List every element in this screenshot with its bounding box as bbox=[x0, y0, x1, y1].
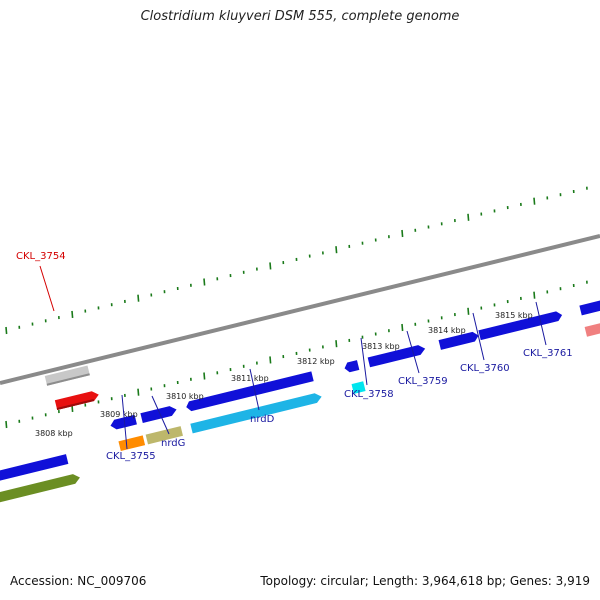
tick-mark bbox=[467, 213, 470, 221]
tick-mark bbox=[269, 262, 272, 270]
gene-label-CKL_3761[interactable]: CKL_3761 bbox=[523, 348, 573, 359]
label-leaders bbox=[39, 265, 547, 450]
feature-red[interactable] bbox=[54, 390, 100, 410]
gene-label-nrdD[interactable]: nrdD bbox=[250, 414, 275, 425]
upper-tick-track bbox=[5, 186, 588, 335]
map-title: Clostridium kluyveri DSM 555, complete g… bbox=[140, 9, 460, 24]
kbp-label: 3809 kbp bbox=[100, 410, 138, 419]
feature-sky[interactable] bbox=[190, 392, 323, 434]
kbp-label: 3813 kbp bbox=[362, 342, 400, 351]
kbp-labels: 3808 kbp 3809 kbp 3810 kbp 3811 kbp 3812… bbox=[35, 311, 533, 438]
tick-mark bbox=[533, 197, 536, 205]
feature-orange[interactable] bbox=[118, 435, 146, 452]
tick-mark bbox=[5, 326, 8, 335]
lower-tick-track bbox=[5, 280, 588, 429]
feature-CKL_3758[interactable] bbox=[343, 360, 360, 373]
feature-CKL_3754[interactable] bbox=[44, 365, 90, 386]
kbp-label: 3811 kbp bbox=[231, 374, 269, 383]
gene-labels: CKL_3754 CKL_3755 nrdG nrdD CKL_3758 CKL… bbox=[16, 251, 573, 462]
tick-mark bbox=[5, 420, 8, 429]
gene-label-nrdG[interactable]: nrdG bbox=[161, 438, 185, 449]
tick-mark bbox=[401, 323, 404, 332]
feature-CKL_3761[interactable] bbox=[478, 310, 563, 341]
kbp-label: 3814 kbp bbox=[428, 326, 466, 335]
tick-mark bbox=[203, 372, 206, 380]
feature-CKL_3760[interactable] bbox=[438, 331, 480, 350]
feature-nrdD[interactable] bbox=[185, 371, 314, 412]
gene-label-CKL_3760[interactable]: CKL_3760 bbox=[460, 363, 510, 374]
tick-mark bbox=[335, 246, 338, 254]
genome-summary-text: Topology: circular; Length: 3,964,618 bp… bbox=[260, 574, 590, 588]
tick-mark bbox=[533, 291, 536, 299]
kbp-label: 3808 kbp bbox=[35, 429, 73, 438]
feature-khaki[interactable] bbox=[145, 426, 183, 445]
tick-mark bbox=[71, 310, 74, 318]
feature-nrdG[interactable] bbox=[140, 405, 177, 423]
tick-mark bbox=[137, 388, 140, 396]
feature-CKL_3759[interactable] bbox=[367, 344, 427, 368]
tick-mark bbox=[335, 340, 338, 348]
tick-mark bbox=[203, 278, 206, 286]
kbp-label: 3815 kbp bbox=[495, 311, 533, 320]
feature-right-blue[interactable] bbox=[579, 288, 600, 316]
tick-mark bbox=[269, 356, 272, 364]
gene-label-CKL_3758[interactable]: CKL_3758 bbox=[344, 389, 394, 400]
feature-olive[interactable] bbox=[0, 473, 81, 503]
kbp-label: 3812 kbp bbox=[297, 357, 335, 366]
tick-mark bbox=[467, 307, 470, 315]
feature-pink[interactable] bbox=[584, 310, 600, 337]
feature-cyan[interactable] bbox=[351, 381, 366, 394]
genome-backbone bbox=[0, 234, 600, 385]
feature-left-blue[interactable] bbox=[0, 454, 69, 482]
accession-text: Accession: NC_009706 bbox=[10, 574, 147, 588]
tick-mark bbox=[137, 294, 140, 302]
gene-label-CKL_3759[interactable]: CKL_3759 bbox=[398, 376, 448, 387]
tick-mark bbox=[401, 229, 404, 238]
gene-label-CKL_3754[interactable]: CKL_3754 bbox=[16, 251, 66, 262]
feature-CKL_3755[interactable] bbox=[109, 414, 137, 431]
kbp-label: 3810 kbp bbox=[166, 392, 204, 401]
gene-label-CKL_3755[interactable]: CKL_3755 bbox=[106, 451, 156, 462]
